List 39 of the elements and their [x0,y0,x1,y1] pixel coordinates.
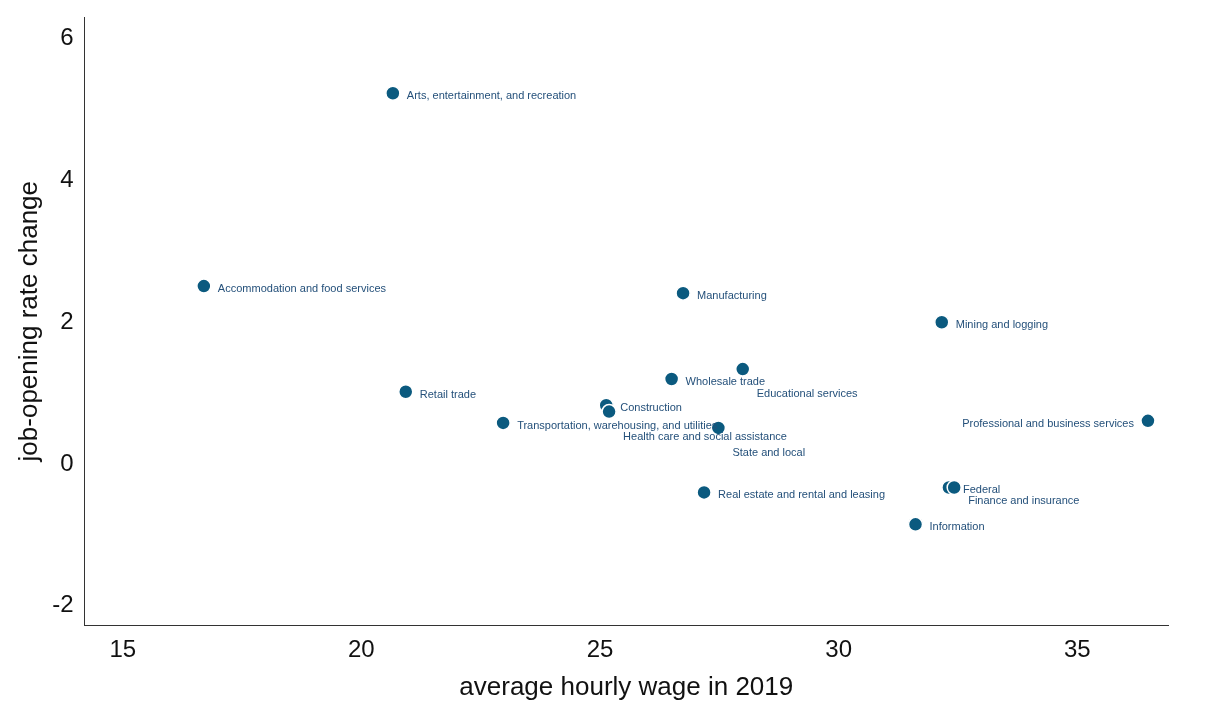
x-tick-label: 30 [825,635,853,663]
y-tick-label: 0 [60,448,74,476]
annotation: Arts, entertainment, and recreation [406,89,577,102]
point [907,516,924,533]
annotation: Federal [962,483,1001,496]
point [398,383,414,400]
y-axis-title: job-opening rate change [12,180,43,463]
y-tick-label: 4 [60,165,74,193]
annotation: Professional and business services [962,416,1135,429]
x-tick-label: 15 [109,635,137,663]
x-tick-label: 25 [586,635,614,663]
annotation: State and local [732,445,806,458]
point [934,314,950,331]
annotation: Wholesale trade [685,375,766,388]
annotation: Finance and insurance [968,494,1080,507]
x-tick-label: 20 [348,635,375,663]
point [601,403,617,420]
point [385,85,401,102]
point [1140,413,1156,429]
y-tick-label: 6 [60,23,74,51]
point [675,285,691,301]
point [734,361,751,377]
annotation: Manufacturing [697,289,767,302]
point [495,415,511,431]
annotation: Accommodation and food services [217,282,387,295]
point [663,371,680,387]
point [946,479,962,496]
x-axis-title: average hourly wage in 2019 [459,670,794,701]
annotation: Educational services [756,387,859,400]
y-tick-label: -2 [52,590,74,618]
annotation: Information [929,520,985,533]
annotation: Construction [620,401,682,414]
x-tick-label: 35 [1063,635,1091,663]
point [196,278,212,294]
annotation: Mining and logging [955,318,1049,331]
y-tick-label: 2 [60,306,74,334]
annotation: Real estate and rental and leasing [718,488,886,501]
point [696,484,712,501]
annotation: Retail trade [419,387,477,400]
